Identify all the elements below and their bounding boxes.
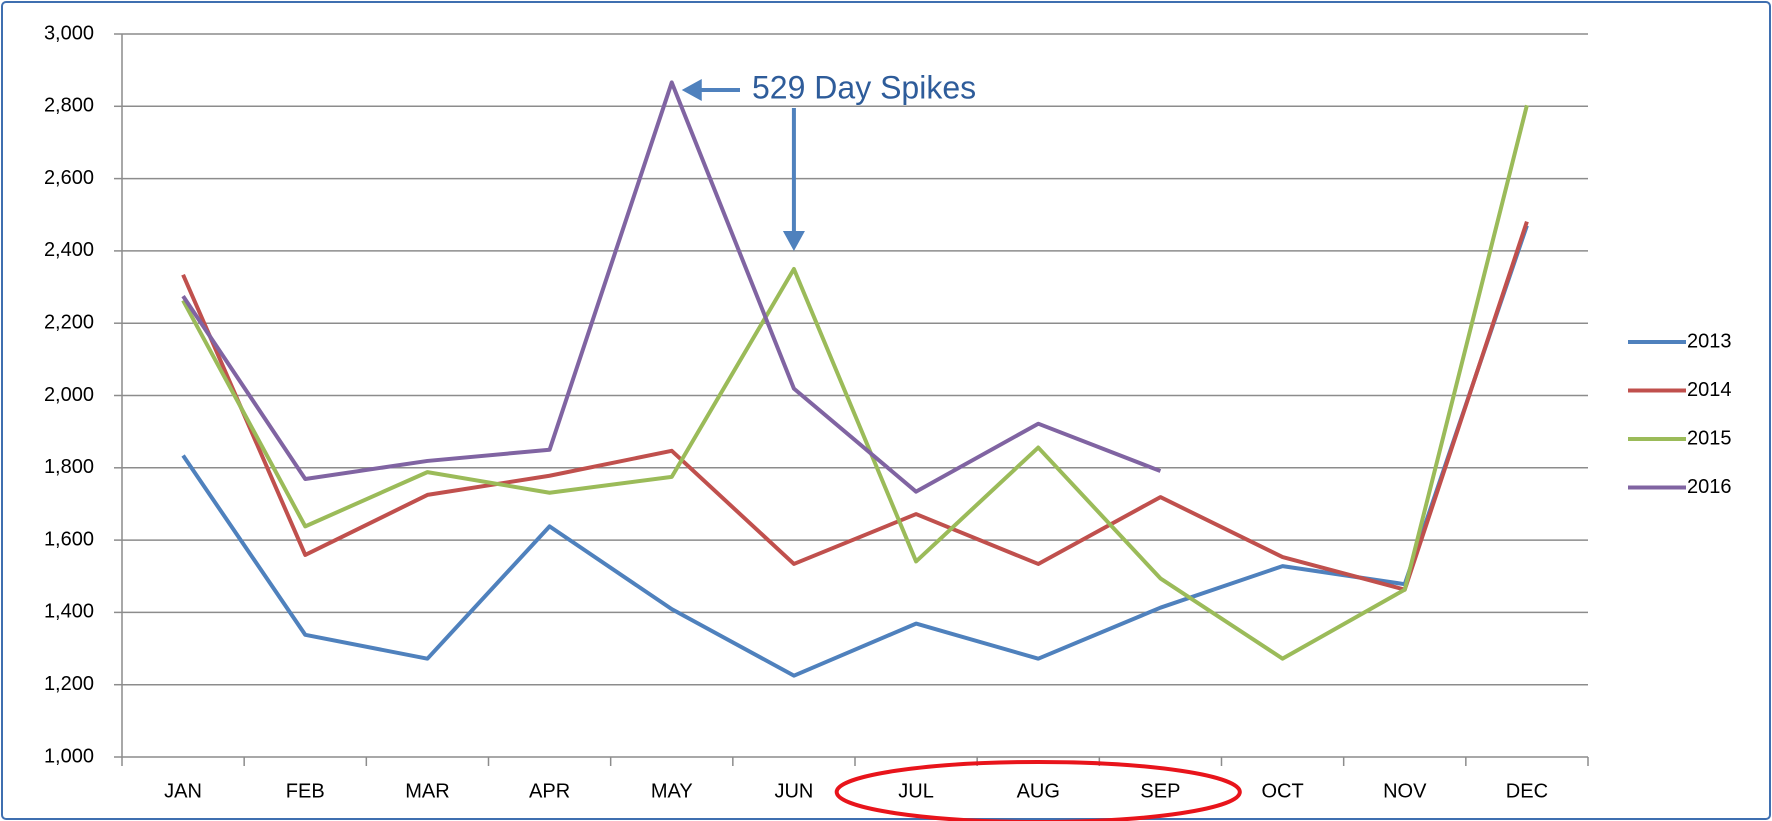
- x-tick-label: SEP: [1140, 780, 1180, 802]
- legend-label: 2015: [1687, 427, 1732, 449]
- legend-label: 2014: [1687, 379, 1732, 401]
- y-tick-label: 1,000: [44, 745, 94, 767]
- y-tick-label: 1,400: [44, 601, 94, 623]
- x-tick-label: JAN: [164, 780, 202, 802]
- arrow-head: [681, 79, 702, 101]
- y-tick-label: 2,400: [44, 239, 94, 261]
- y-tick-label: 2,600: [44, 167, 94, 189]
- series-line: [181, 220, 1529, 592]
- x-tick-label: DEC: [1506, 780, 1548, 802]
- x-tick-label: APR: [529, 780, 570, 802]
- series-line: [181, 104, 1529, 661]
- y-tick-label: 2,000: [44, 384, 94, 406]
- y-tick-label: 2,800: [44, 95, 94, 117]
- x-tick-label: OCT: [1261, 780, 1303, 802]
- x-tick-label: JUL: [898, 780, 934, 802]
- x-tick-label: MAR: [405, 780, 449, 802]
- annotation: 529 Day Spikes: [752, 69, 976, 105]
- x-tick-label: AUG: [1017, 780, 1060, 802]
- legend-label: 2013: [1687, 330, 1732, 352]
- series-line: [181, 80, 1162, 494]
- highlight-ellipse: [834, 760, 1242, 821]
- y-tick-label: 1,200: [44, 673, 94, 695]
- x-tick-label: NOV: [1383, 780, 1427, 802]
- y-tick-label: 1,600: [44, 528, 94, 550]
- x-tick-label: MAY: [651, 780, 693, 802]
- y-tick-label: 2,200: [44, 311, 94, 333]
- x-tick-label: JUN: [774, 780, 813, 802]
- legend-label: 2016: [1687, 476, 1732, 498]
- y-tick-label: 1,800: [44, 456, 94, 478]
- y-tick-label: 3,000: [44, 22, 94, 44]
- x-tick-label: FEB: [286, 780, 325, 802]
- arrow-head: [782, 230, 805, 251]
- series-line: [181, 224, 1529, 678]
